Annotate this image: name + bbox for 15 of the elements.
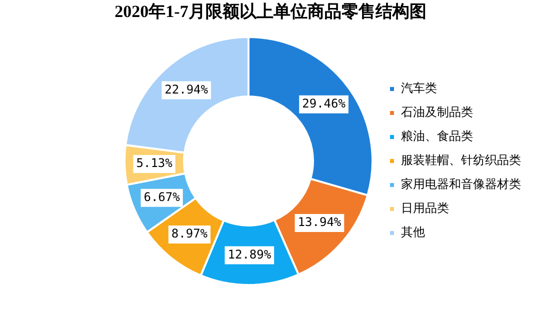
data-label: 6.67%	[144, 190, 181, 204]
data-label: 22.94%	[164, 82, 209, 96]
data-label: 5.13%	[136, 156, 174, 170]
legend-label: 汽车类	[401, 81, 437, 96]
data-label: 8.97%	[171, 226, 208, 241]
legend-label: 其他	[401, 225, 425, 240]
data-label: 13.94%	[298, 215, 342, 230]
legend-label: 服装鞋帽、针纺织品类	[401, 153, 521, 168]
data-label: 12.89%	[228, 247, 272, 262]
legend-label: 石油及制品类	[401, 105, 473, 120]
data-label: 29.46%	[302, 96, 346, 110]
chart-title: 2020年1-7月限额以上单位商品零售结构图	[114, 1, 428, 23]
legend-label: 日用品类	[401, 201, 449, 216]
legend-label: 粮油、食品类	[401, 129, 473, 144]
legend-label: 家用电器和音像器材类	[401, 177, 521, 192]
